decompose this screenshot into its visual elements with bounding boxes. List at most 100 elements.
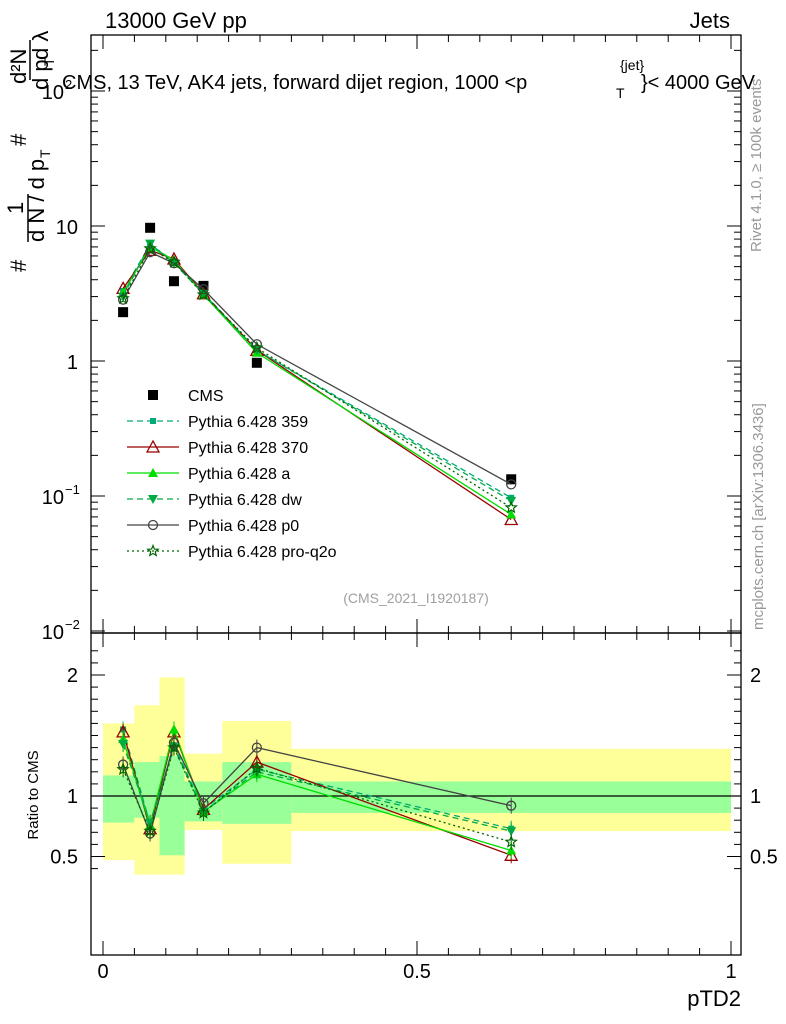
- line-pdw: [122, 242, 512, 502]
- point-cms: [145, 222, 156, 233]
- point-cms: [168, 276, 179, 287]
- ratio-point-pp0: [506, 800, 517, 811]
- ratio-line-pdw: [122, 743, 512, 832]
- point-pp0: [117, 294, 129, 305]
- point-pq2o: [143, 241, 157, 255]
- ratio-y-tick-label-left: 1: [67, 786, 78, 808]
- point-pp0: [144, 247, 156, 258]
- header-left: 13000 GeV pp: [105, 8, 247, 33]
- ratio-line-p359: [122, 729, 512, 830]
- legend-label-p370: Pythia 6.428 370: [188, 440, 308, 457]
- point-pp0: [168, 258, 180, 269]
- point-cms: [198, 280, 209, 291]
- point-pq2o: [250, 340, 264, 354]
- main-y-axis-label: # 1 d N / d p T # d²N d p T d λ: [3, 31, 57, 272]
- point-pp0: [506, 479, 517, 490]
- legend-item-pq2o: Pythia 6.428 pro-q2o: [127, 543, 337, 561]
- legend-label-pp0: Pythia 6.428 p0: [188, 518, 299, 535]
- ratio-point-pdw: [118, 739, 129, 749]
- legend-marker-p359: [150, 418, 156, 424]
- legend-item-pa: Pythia 6.428 a: [127, 466, 290, 483]
- point-pq2o: [167, 254, 181, 268]
- main-y-tick-label: 10: [56, 217, 78, 239]
- legend-item-pdw: Pythia 6.428 dw: [127, 492, 302, 509]
- ratio-panel: 0.5 0.5 1 1 2 2 0 0.5 1 Ratio to CMS pTD2: [25, 632, 778, 1011]
- ratio-line-pq2o: [122, 745, 512, 843]
- ratio-point-pq2o: [250, 761, 264, 774]
- point-pq2o: [196, 287, 211, 301]
- title-sup: {jet}: [620, 57, 644, 73]
- point-pq2o: [504, 500, 518, 514]
- series-p370: [116, 243, 519, 526]
- ratio-point-pa: [168, 724, 179, 734]
- ratio-point-pq2o: [504, 834, 518, 848]
- ratio-series: [116, 721, 519, 864]
- x-tick-label: 1: [725, 961, 736, 983]
- ratio-y-tick-label-left: 2: [67, 665, 78, 687]
- legend-label-pdw: Pythia 6.428 dw: [188, 492, 302, 509]
- ratio-point-p370: [504, 847, 519, 861]
- ylabel-dl: d λ: [28, 31, 53, 60]
- side-url-label: mcplots.cern.ch [arXiv:1306.3436]: [750, 403, 767, 630]
- main-y-tick-label: 10: [42, 82, 64, 104]
- legend-label-cms: CMS: [188, 388, 224, 405]
- legend-item-p370: Pythia 6.428 370: [127, 439, 308, 457]
- line-pq2o: [122, 247, 512, 509]
- point-pp0: [251, 339, 263, 350]
- point-pa: [506, 509, 517, 519]
- band-inner: [134, 762, 160, 818]
- ratio-frame: [90, 632, 742, 956]
- ylabel-dn: d N / d p: [24, 159, 49, 242]
- series-pp0: [117, 247, 517, 490]
- line-p359: [122, 243, 512, 499]
- legend-item-pp0: Pythia 6.428 p0: [127, 518, 299, 535]
- legend-marker-cms: [148, 390, 158, 400]
- x-tick-label: 0.5: [403, 961, 431, 983]
- main-y-tick-exponent: −2: [65, 617, 80, 632]
- title-part-a: CMS, 13 TeV, AK4 jets, forward dijet reg…: [62, 72, 527, 94]
- legend-label-pa: Pythia 6.428 a: [188, 466, 290, 483]
- ylabel-one: 1: [3, 202, 28, 214]
- line-pa: [122, 246, 512, 515]
- ratio-point-pq2o: [167, 740, 181, 754]
- ratio-x-label: pTD2: [687, 986, 741, 1011]
- point-pq2o: [116, 291, 130, 305]
- point-p370: [504, 512, 519, 526]
- legend-item-p359: Pythia 6.428 359: [127, 414, 308, 431]
- header-right: Jets: [690, 8, 730, 33]
- ratio-point-pdw: [506, 827, 517, 837]
- main-y-tick-label: 10: [42, 487, 64, 509]
- legend-marker-pq2o: [146, 543, 160, 557]
- title-part-b: }< 4000 GeV: [641, 72, 756, 94]
- main-y-tick-label: 10: [42, 622, 64, 644]
- x-tick-label: 0: [97, 961, 108, 983]
- ratio-y-tick-label-left: 0.5: [50, 847, 78, 869]
- ratio-ticks: 0.5 0.5 1 1 2 2 0 0.5 1: [50, 633, 778, 983]
- ratio-point-pq2o: [116, 762, 130, 776]
- legend-marker-pp0: [147, 519, 159, 531]
- point-cms: [251, 357, 262, 368]
- ratio-y-tick-label-right: 0.5: [750, 847, 778, 869]
- ratio-line-pp0: [122, 740, 512, 836]
- line-pp0: [122, 251, 512, 485]
- side-rivet-label: Rivet 4.1.0, ≥ 100k events: [748, 79, 765, 252]
- main-y-tick-exponent: 2: [65, 77, 72, 92]
- legend-item-cms: CMS: [148, 388, 224, 405]
- main-y-tick-exponent: −1: [65, 482, 80, 497]
- ylabel-dpt: d p: [28, 59, 53, 90]
- legend-marker-pdw: [148, 495, 158, 504]
- legend-label-pq2o: Pythia 6.428 pro-q2o: [188, 544, 337, 561]
- legend: CMS Pythia 6.428 359 Pythia 6.428 370 Pythi…: [127, 388, 337, 561]
- main-title: CMS, 13 TeV, AK4 jets, forward dijet reg…: [62, 57, 756, 101]
- legend-marker-p370: [145, 439, 161, 453]
- main-series: [116, 222, 519, 526]
- watermark: (CMS_2021_I1920187): [343, 590, 489, 606]
- ylabel-d2n: d²N: [6, 49, 31, 84]
- main-y-tick-label: 1: [67, 352, 78, 374]
- title-sub: T: [616, 85, 625, 101]
- legend-label-p359: Pythia 6.428 359: [188, 414, 308, 431]
- ratio-point-pq2o: [196, 805, 211, 819]
